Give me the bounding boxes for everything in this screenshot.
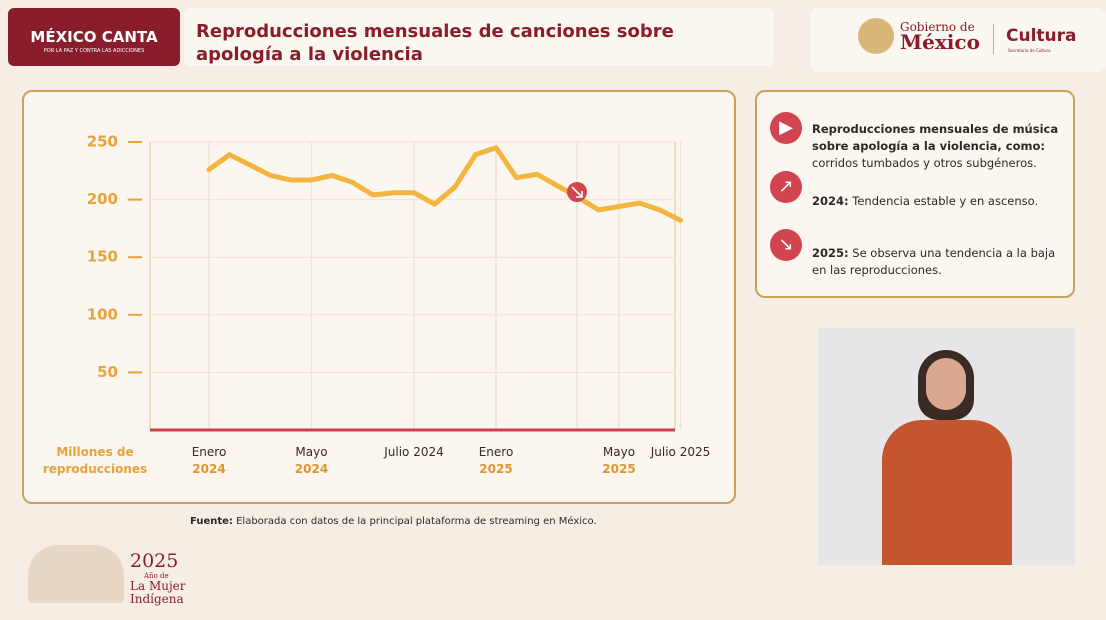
body (882, 420, 1012, 565)
note: Reproducciones mensuales de música sobre… (812, 121, 1062, 172)
badge-title: MÉXICO CANTA (30, 28, 158, 46)
source: Fuente: Elaborada con datos de la princi… (190, 516, 597, 527)
slide-title: Reproducciones mensuales de canciones so… (196, 21, 674, 65)
note-text: Se observa una tendencia a la baja en la… (812, 246, 1056, 277)
badge: MÉXICO CANTA POR LA PAZ Y CONTRA LAS ADI… (8, 8, 180, 66)
y-tick-label: 50 (97, 363, 118, 381)
y-tick-label: 200 (87, 190, 118, 208)
source-bold: Fuente: (190, 516, 233, 527)
down-icon: ↘ (770, 229, 802, 261)
gov-big: México (900, 30, 980, 54)
note-text: corridos tumbados y otros subgéneros. (812, 156, 1037, 170)
note-bold: 2024: (812, 194, 849, 208)
ministry-sub: Secretaría de Cultura (1008, 48, 1051, 53)
source-text: Elaborada con datos de la principal plat… (236, 516, 597, 527)
x-tick-label: Mayo 2025 (602, 445, 636, 476)
note: 2024: Tendencia estable y en ascenso. (812, 193, 1062, 210)
play-icon: ▶ (770, 112, 802, 144)
footer-line: La Mujer (130, 579, 186, 593)
ministry: Cultura (1006, 26, 1077, 46)
x-tick-label: Mayo 2024 (294, 445, 329, 476)
title-box: Reproducciones mensuales de canciones so… (184, 8, 774, 66)
gov-small: Gobierno de (900, 20, 975, 34)
x-tick-label: Julio 2025 (650, 445, 711, 459)
x-tick-label: Enero 2025 (478, 445, 514, 476)
chart-box (22, 90, 736, 504)
y-tick-label: 150 (87, 248, 118, 266)
note-bold: Reproducciones mensuales de música sobre… (812, 122, 1059, 153)
footer-line: Indígena (130, 592, 184, 606)
axis-label: Millones de reproducciones (42, 445, 148, 476)
note-bold: 2025: (812, 246, 849, 260)
y-tick-label: 100 (87, 305, 118, 323)
divider (993, 24, 994, 54)
women-illustration (28, 545, 124, 603)
footer-year: 2025 (130, 550, 179, 572)
y-tick-label: 250 (87, 133, 118, 151)
notes-box (755, 90, 1075, 298)
logo-box: Gobierno de México Cultura Secretaría de… (810, 8, 1106, 72)
badge-sub: POR LA PAZ Y CONTRA LAS ADICCIONES (43, 48, 145, 54)
footer: 2025 Año de La Mujer Indígena (130, 550, 186, 606)
emblem (858, 18, 894, 54)
line (206, 145, 683, 223)
x-tick-label: Julio 2024 (384, 445, 444, 459)
note: 2025: Se observa una tendencia a la baja… (812, 245, 1062, 279)
footer-line: Año de (144, 572, 169, 580)
x-tick-label: Enero 2024 (191, 445, 227, 476)
note-text: Tendencia estable y en ascenso. (852, 194, 1039, 208)
trend-arrow (571, 186, 583, 198)
up-icon: ↗ (770, 171, 802, 203)
face (926, 358, 966, 410)
interpreter-video (818, 328, 1075, 565)
